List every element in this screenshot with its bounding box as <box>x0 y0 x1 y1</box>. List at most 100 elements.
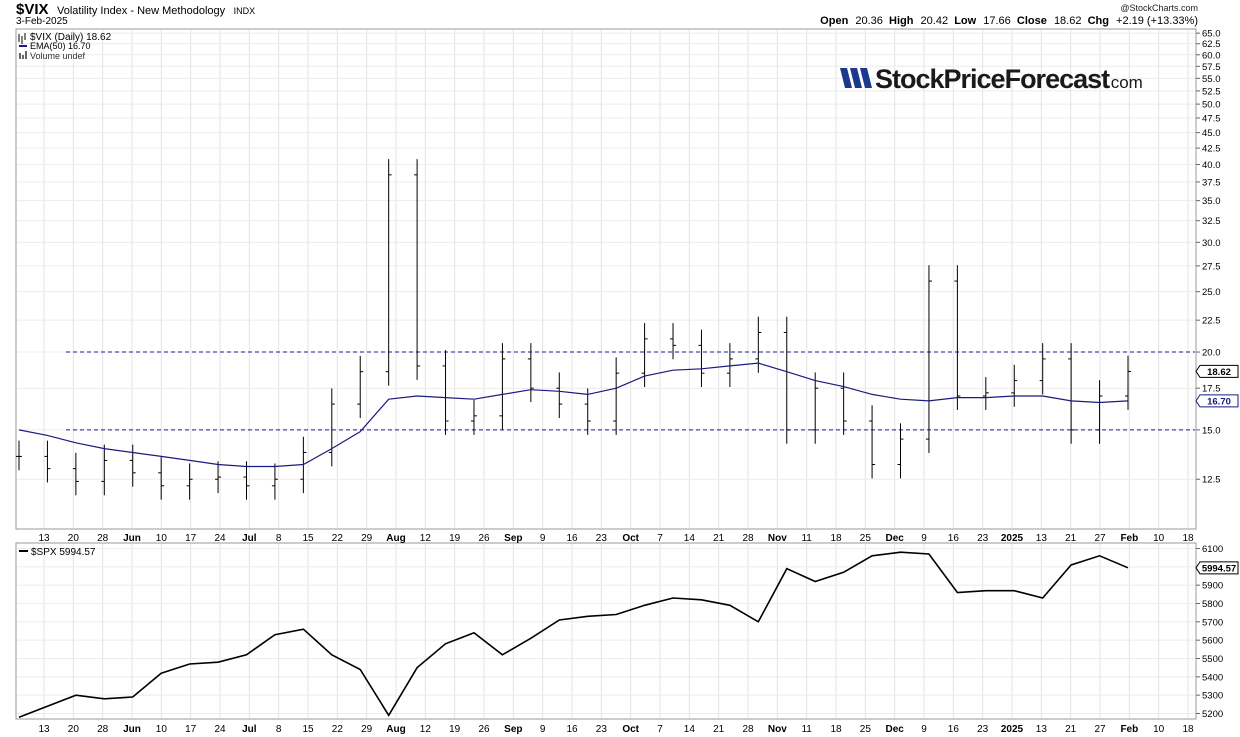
x-tick-label: 7 <box>657 724 663 735</box>
x-tick-label: 11 <box>801 724 812 735</box>
x-tick-label: Nov <box>768 533 787 544</box>
exchange: INDX <box>233 6 256 16</box>
x-tick-label: 12 <box>420 724 432 735</box>
vix-bar <box>726 343 733 388</box>
vix-bar <box>385 159 392 386</box>
x-tick-label: Oct <box>622 724 639 735</box>
vix-bar <box>442 350 449 435</box>
x-tick-label: 8 <box>276 724 282 735</box>
y-tick-label: 5900 <box>1202 581 1223 592</box>
x-tick-label: 7 <box>657 533 663 544</box>
stat-close-key: Close <box>1016 15 1047 27</box>
x-tick-label: 25 <box>860 724 872 735</box>
x-tick-label: 18 <box>1182 724 1194 735</box>
x-tick-label: 23 <box>596 724 608 735</box>
vix-bar <box>812 372 819 444</box>
vix-bar <box>840 372 847 435</box>
ema-last-tag-text: 16.70 <box>1207 396 1231 407</box>
x-tick-label: 18 <box>830 724 842 735</box>
spx-legend: $SPX 5994.57 <box>19 547 96 558</box>
vix-bar <box>954 265 961 410</box>
x-tick-label: Sep <box>504 533 522 544</box>
vix-bar <box>982 377 989 410</box>
y-tick-label: 25.0 <box>1202 287 1221 298</box>
x-tick-label: 28 <box>742 724 754 735</box>
y-tick-label: 47.5 <box>1202 114 1221 125</box>
vix-y-axis: 12.5 15.0 17.5 20.0 22.5 25.0 27.5 30.0 32.5 35.0… <box>1196 29 1221 486</box>
vix-bar <box>613 357 620 435</box>
vix-bar <box>925 265 932 453</box>
x-tick-label: 9 <box>540 533 546 544</box>
reference-lines <box>66 351 1195 431</box>
ohlc-stats: Open 20.36 High 20.42 Low 17.66 Close 18… <box>820 15 1198 27</box>
x-tick-label: 19 <box>449 724 461 735</box>
x-tick-label: 20 <box>68 724 80 735</box>
x-tick-label: 17 <box>185 533 197 544</box>
vix-bar <box>897 423 904 479</box>
x-axis-spx: 13 20 28 Jun 10 17 24 Jul 8 15 22 29 Aug 12 19 26 Sep 9 16… <box>38 724 1194 735</box>
y-tick-label: 40.0 <box>1202 160 1221 171</box>
vix-bar <box>698 329 705 388</box>
y-tick-label: 15.0 <box>1202 425 1221 436</box>
stat-low-value: 17.66 <box>983 15 1011 27</box>
vix-bar <box>584 388 591 435</box>
vix-bar <box>129 444 136 487</box>
x-tick-label: 21 <box>713 533 725 544</box>
y-tick-label: 55.0 <box>1202 74 1221 85</box>
y-tick-label: 5300 <box>1202 691 1223 702</box>
ema-last-tag: 16.70 <box>1195 394 1239 407</box>
x-tick-label: 10 <box>1153 533 1165 544</box>
stat-close-value: 18.62 <box>1053 15 1082 27</box>
y-tick-label: 6100 <box>1202 544 1223 555</box>
x-tick-label: 24 <box>214 724 226 735</box>
vix-bar <box>470 400 477 435</box>
vix-last-tag-text: 18.62 <box>1207 367 1231 378</box>
x-tick-label: 22 <box>332 533 344 544</box>
x-tick-label: 8 <box>276 533 282 544</box>
stat-low-key: Low <box>954 15 977 27</box>
vix-bar <box>414 159 421 380</box>
vix-bar <box>72 452 79 496</box>
x-tick-label: Sep <box>504 724 522 735</box>
stat-high-key: High <box>889 15 914 27</box>
x-tick-label: 14 <box>684 533 696 544</box>
x-tick-label: 11 <box>801 533 812 544</box>
x-tick-label: 17 <box>185 724 197 735</box>
x-tick-label: 26 <box>478 533 490 544</box>
y-tick-label: 62.5 <box>1202 39 1221 50</box>
vertical-grid <box>43 30 1189 718</box>
y-tick-label: 5200 <box>1202 709 1223 720</box>
x-tick-label: 18 <box>830 533 842 544</box>
vix-bar <box>1096 380 1103 444</box>
vix-last-tag: 18.62 <box>1195 364 1239 378</box>
vix-bar <box>158 457 165 500</box>
x-tick-label: Dec <box>885 533 904 544</box>
x-tick-label: 27 <box>1094 724 1106 735</box>
y-tick-label: 5400 <box>1202 672 1223 683</box>
legend-vix: $VIX (Daily) 18.62 <box>30 32 112 43</box>
copyright: @StockCharts.com <box>1120 3 1198 13</box>
vix-bar <box>556 372 563 418</box>
vix-bar <box>16 440 22 471</box>
x-axis-vix: 13 20 28 Jun 10 17 24 Jul 8 15 22 29 Aug 12 19 26 Sep 9 16… <box>38 533 1194 544</box>
x-tick-label: 28 <box>742 533 754 544</box>
spx-panel-frame <box>15 542 1197 720</box>
vix-bar <box>1039 343 1046 395</box>
y-tick-label: 12.5 <box>1202 475 1221 486</box>
x-tick-label: Aug <box>386 724 405 735</box>
x-tick-label: Nov <box>768 724 787 735</box>
watermark-logo: StockPriceForecast .com <box>840 64 1143 94</box>
x-tick-label: 27 <box>1094 533 1106 544</box>
x-tick-label: 2025 <box>1001 533 1024 544</box>
chart-title: $VIX Volatility Index - New Methodology … <box>16 1 255 19</box>
y-tick-label: 17.5 <box>1202 384 1221 395</box>
x-tick-label: 10 <box>156 724 168 735</box>
vix-price-bars <box>16 159 1131 500</box>
vix-legend: $VIX (Daily) 18.62 EMA(50) 16.70 Volume … <box>18 32 112 61</box>
spx-line <box>18 551 1129 718</box>
y-tick-label: 45.0 <box>1202 128 1221 139</box>
vix-bar <box>670 323 677 360</box>
y-tick-label: 30.0 <box>1202 238 1221 249</box>
x-tick-label: 21 <box>1065 724 1077 735</box>
